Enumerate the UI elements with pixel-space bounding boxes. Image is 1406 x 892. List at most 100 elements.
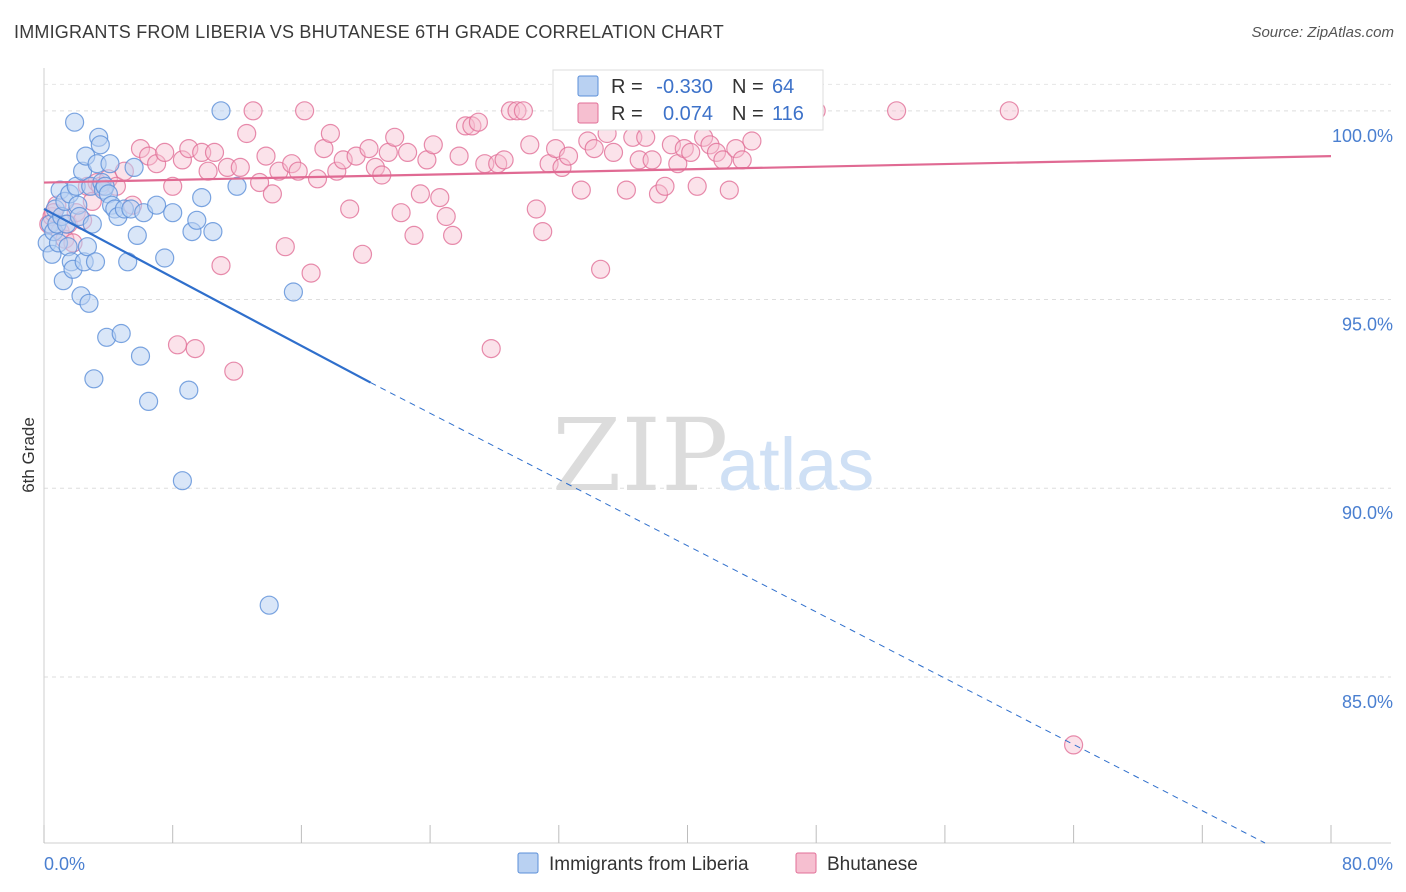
bottom-legend-swatch-1 (795, 852, 817, 874)
legend-n-value-1: 116 (772, 103, 804, 125)
bhutanese-point-25 (185, 339, 205, 359)
bhutanese-point-108 (719, 180, 739, 200)
liberia-point-59 (203, 222, 223, 242)
bottom-legend: Immigrants from Liberia Bhutanese (517, 852, 918, 875)
legend: R = -0.330 N = 64 R = 0.074 N = 116 (552, 69, 824, 131)
trendlines (43, 155, 1332, 844)
bhutanese-point-36 (256, 146, 276, 166)
liberia-trendline (43, 207, 372, 384)
liberia-point-55 (179, 380, 199, 400)
bhutanese-point-83 (558, 146, 579, 166)
bhutanese-point-63 (430, 188, 450, 208)
bhutanese-point-40 (282, 154, 302, 174)
liberia-trendline-extension (370, 382, 1266, 844)
bhutanese-point-56 (385, 127, 405, 147)
bhutanese-point-49 (340, 199, 360, 219)
bhutanese-point-103 (687, 176, 707, 196)
liberia-point-62 (259, 595, 279, 615)
liberia-point-57 (187, 210, 207, 230)
axes (43, 68, 1391, 844)
y-tick-label-1: 90.0% (1342, 503, 1393, 523)
bhutanese-point-109 (726, 139, 746, 159)
bhutanese-point-37 (262, 184, 282, 204)
bhutanese-point-66 (449, 146, 469, 166)
liberia-point-47 (127, 225, 147, 245)
liberia-point-29 (85, 252, 106, 272)
data-points (37, 101, 1084, 755)
x-tick-label-1: 80.0% (1342, 854, 1393, 874)
bottom-legend-label-0: Immigrants from Liberia (549, 854, 749, 875)
x-tick-labels: 0.0% 80.0% (44, 854, 1393, 874)
watermark-zip: ZIP (552, 397, 728, 514)
liberia-point-61 (227, 176, 247, 196)
liberia-point-28 (84, 369, 104, 389)
bhutanese-point-41 (288, 161, 308, 181)
bhutanese-point-115 (999, 101, 1019, 121)
bhutanese-point-18 (139, 146, 159, 166)
bottom-legend-label-1: Bhutanese (827, 854, 918, 875)
legend-n-value-0: 64 (772, 76, 794, 98)
liberia-point-27 (82, 214, 102, 234)
legend-r-value-1: 0.074 (663, 103, 713, 125)
bhutanese-point-73 (494, 150, 514, 170)
bhutanese-point-28 (204, 142, 225, 162)
bhutanese-point-59 (404, 225, 424, 245)
chart-title: IMMIGRANTS FROM LIBERIA VS BHUTANESE 6TH… (14, 22, 724, 42)
legend-swatch-1 (577, 102, 599, 124)
bhutanese-point-39 (275, 237, 295, 257)
bhutanese-point-21 (163, 176, 183, 196)
bhutanese-point-51 (352, 244, 373, 264)
bhutanese-point-42 (295, 101, 315, 121)
bhutanese-point-17 (130, 139, 151, 159)
legend-r-label-0: R = (611, 76, 643, 98)
bhutanese-point-110 (732, 150, 752, 170)
x-tick-label-0: 0.0% (44, 854, 85, 874)
bhutanese-point-46 (320, 123, 340, 144)
bhutanese-point-95 (636, 127, 656, 147)
bhutanese-point-27 (198, 161, 218, 181)
bhutanese-point-114 (886, 101, 907, 121)
bhutanese-point-90 (603, 142, 624, 162)
bhutanese-point-31 (224, 361, 244, 381)
legend-r-label-1: R = (611, 103, 643, 125)
bhutanese-point-97 (648, 184, 669, 204)
bhutanese-point-96 (642, 150, 662, 170)
bhutanese-point-85 (571, 180, 591, 200)
bhutanese-point-19 (147, 154, 167, 174)
y-axis-label: 6th Grade (19, 417, 38, 493)
bhutanese-point-57 (391, 203, 411, 223)
bhutanese-point-29 (211, 256, 231, 276)
bhutanese-point-76 (513, 101, 534, 121)
y-tick-label-0: 85.0% (1342, 692, 1393, 712)
y-tick-label-3: 100.0% (1332, 126, 1393, 146)
liberia-point-38 (100, 154, 120, 174)
bottom-legend-swatch-0 (517, 852, 539, 874)
bhutanese-point-33 (237, 123, 257, 144)
bhutanese-trendline (43, 155, 1332, 184)
liberia-point-48 (130, 346, 151, 366)
bhutanese-point-86 (578, 131, 598, 151)
bhutanese-point-87 (584, 139, 604, 159)
y-tick-labels: 85.0% 90.0% 95.0% 100.0% (1332, 126, 1393, 712)
bhutanese-point-23 (172, 150, 192, 170)
bhutanese-point-44 (307, 169, 328, 189)
legend-n-label-0: N = (732, 76, 764, 98)
y-tick-label-2: 95.0% (1342, 315, 1393, 335)
bhutanese-point-92 (616, 180, 637, 200)
liberia-point-32 (90, 135, 110, 155)
bhutanese-point-98 (655, 176, 675, 196)
legend-r-value-0: -0.330 (656, 76, 713, 98)
watermark: ZIP atlas (552, 397, 874, 514)
liberia-point-44 (118, 252, 138, 272)
liberia-point-52 (155, 248, 175, 268)
liberia-point-54 (172, 471, 192, 491)
legend-swatch-0 (577, 75, 599, 97)
bhutanese-point-116 (1063, 735, 1084, 755)
bhutanese-point-106 (706, 142, 727, 162)
bhutanese-point-52 (359, 139, 379, 159)
legend-n-label-1: N = (732, 103, 764, 125)
liberia-point-46 (124, 157, 144, 177)
chart-source: Source: ZipAtlas.com (1251, 24, 1394, 41)
bhutanese-point-79 (533, 222, 553, 242)
